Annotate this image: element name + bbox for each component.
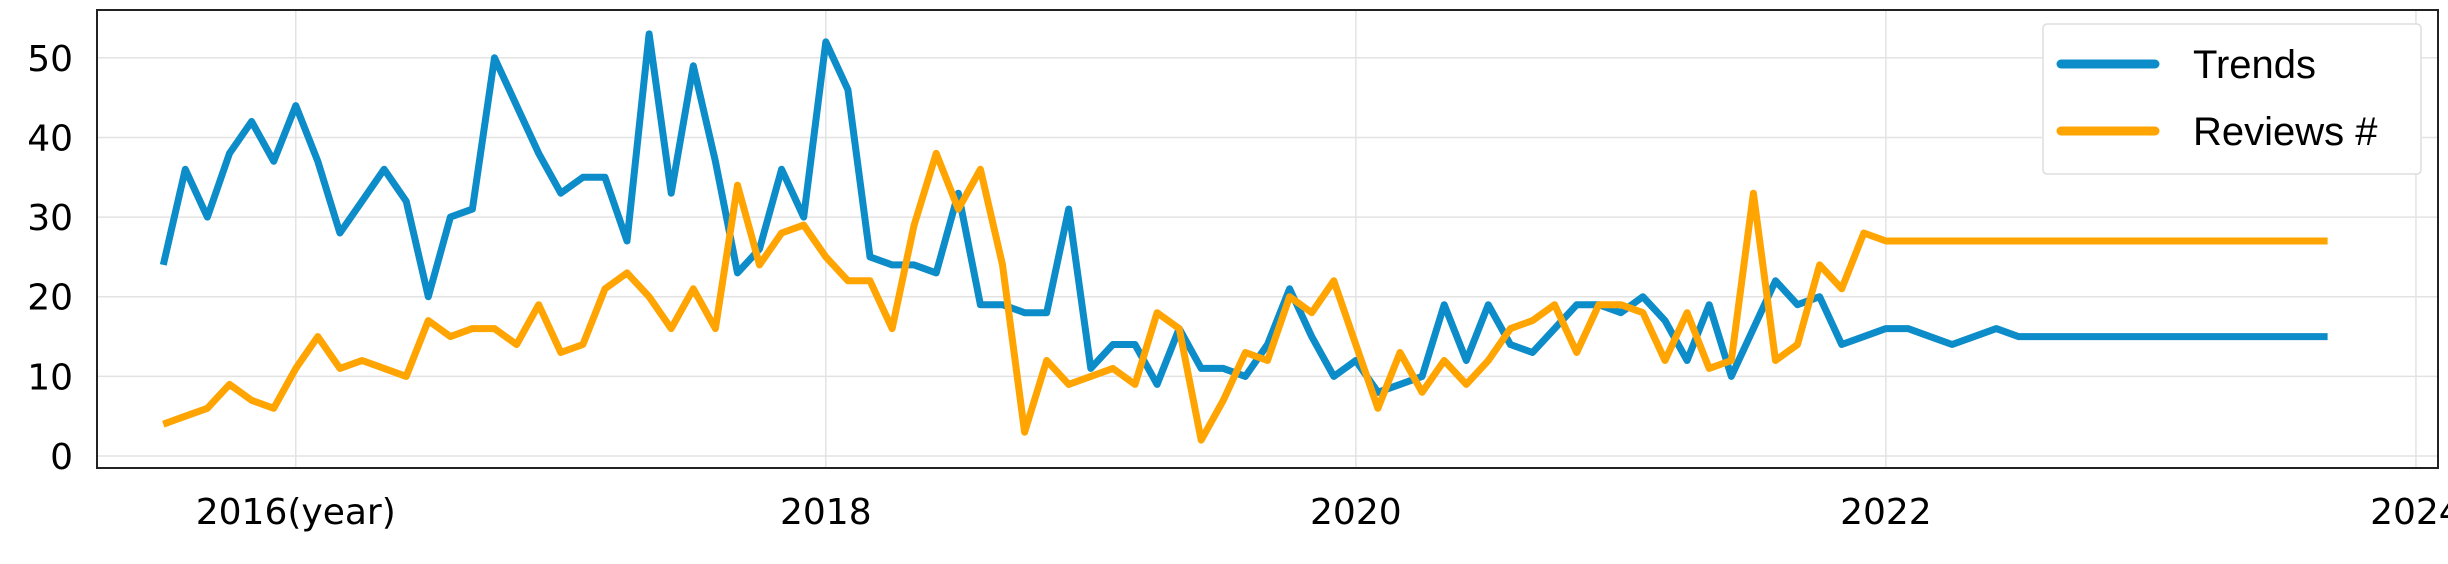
x-tick-label: 2018 (780, 492, 872, 533)
x-tick-label: 2024 (2370, 492, 2448, 533)
x-tick-label: 2022 (1840, 492, 1932, 533)
y-tick-label: 0 (50, 437, 73, 478)
y-tick-label: 40 (27, 118, 73, 159)
x-axis-ticks: 2016(year) 2018 2020 2022 2024 (196, 492, 2448, 533)
x-tick-label: 2016(year) (196, 492, 396, 533)
y-tick-label: 30 (27, 198, 73, 239)
x-tick-label: 2020 (1310, 492, 1402, 533)
legend-label-trends: Trends (2193, 43, 2316, 87)
y-tick-label: 50 (27, 39, 73, 80)
series-line-trends (159, 30, 2328, 396)
series-lines (159, 30, 2328, 444)
legend: Trends Reviews # (2042, 23, 2422, 175)
y-tick-label: 10 (27, 357, 73, 398)
y-tick-label: 20 (27, 278, 73, 319)
plot-frame (96, 9, 2439, 469)
series-line-reviews (162, 149, 2328, 444)
legend-label-reviews: Reviews # (2193, 110, 2378, 154)
y-axis-ticks: 0 10 20 30 40 50 (27, 39, 73, 478)
